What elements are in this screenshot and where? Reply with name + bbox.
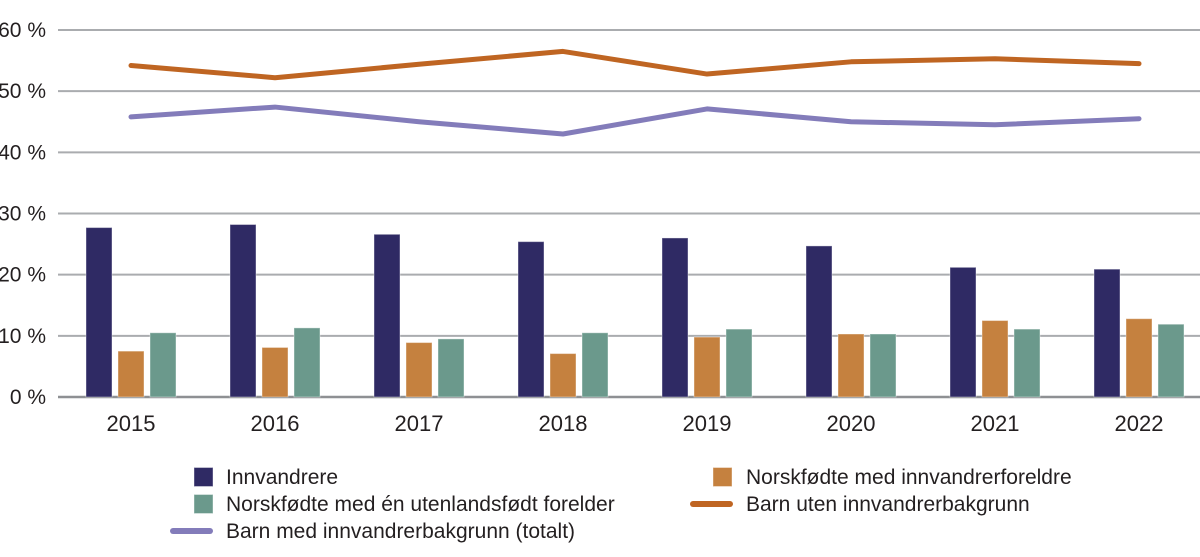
legend-label-norskf-dte-med-innvandrerforeldre: Norskfødte med innvandrerforeldre xyxy=(746,466,1072,489)
bar-innvandrere-2016 xyxy=(229,224,257,398)
bar-innvandrere-2021 xyxy=(949,266,977,398)
bar-innvandrere-2017 xyxy=(373,233,401,398)
x-tick-label-2019: 2019 xyxy=(683,411,732,436)
bar-norskf-dte-med-innvandrerforeldre-2019 xyxy=(693,336,721,398)
bar-norskf-dte-med-n-utenlandsf-dt-forelder-2020 xyxy=(869,333,897,398)
legend-line-barn-med-innvandrerbakgrunn-totalt xyxy=(170,528,213,534)
x-tick-label-2022: 2022 xyxy=(1115,411,1164,436)
x-tick-label-2017: 2017 xyxy=(395,411,444,436)
x-tick-label-2015: 2015 xyxy=(107,411,156,436)
y-tick-label-30: 30 % xyxy=(0,203,46,226)
y-tick-label-40: 40 % xyxy=(0,141,46,164)
bar-norskf-dte-med-n-utenlandsf-dt-forelder-2015 xyxy=(149,332,177,398)
y-tick-label-50: 50 % xyxy=(0,80,46,103)
bar-norskf-dte-med-n-utenlandsf-dt-forelder-2021 xyxy=(1013,328,1041,398)
legend-label-barn-med-innvandrerbakgrunn-totalt: Barn med innvandrerbakgrunn (totalt) xyxy=(226,520,575,543)
y-tick-label-0: 0 % xyxy=(10,386,46,409)
bar-norskf-dte-med-n-utenlandsf-dt-forelder-2018 xyxy=(581,332,609,398)
bar-innvandrere-2015 xyxy=(85,227,113,398)
legend-swatch-norskf-dte-med-innvandrerforeldre xyxy=(712,467,733,487)
legend-swatch-norskf-dte-med-n-utenlandsf-dt-forelder xyxy=(193,494,214,514)
line-barn-uten-innvandrerbakgrunn xyxy=(128,48,1142,81)
bar-norskf-dte-med-n-utenlandsf-dt-forelder-2017 xyxy=(437,338,465,398)
bar-innvandrere-2019 xyxy=(661,237,689,398)
bar-norskf-dte-med-innvandrerforeldre-2015 xyxy=(117,350,145,398)
bar-norskf-dte-med-innvandrerforeldre-2017 xyxy=(405,342,433,398)
line-barn-med-innvandrerbakgrunn-totalt xyxy=(128,104,1142,137)
bar-norskf-dte-med-innvandrerforeldre-2020 xyxy=(837,333,865,398)
legend-line-barn-uten-innvandrerbakgrunn xyxy=(690,501,733,507)
bar-innvandrere-2020 xyxy=(805,245,833,398)
bar-norskf-dte-med-innvandrerforeldre-2016 xyxy=(261,346,289,398)
x-tick-label-2018: 2018 xyxy=(539,411,588,436)
y-tick-label-60: 60 % xyxy=(0,19,46,42)
bar-norskf-dte-med-n-utenlandsf-dt-forelder-2022 xyxy=(1157,323,1185,398)
bar-norskf-dte-med-n-utenlandsf-dt-forelder-2019 xyxy=(725,328,753,398)
legend-label-norskf-dte-med-n-utenlandsf-dt-forelder: Norskfødte med én utenlandsfødt forelder xyxy=(226,493,615,516)
x-tick-label-2021: 2021 xyxy=(971,411,1020,436)
bar-norskf-dte-med-n-utenlandsf-dt-forelder-2016 xyxy=(293,327,321,398)
x-tick-label-2016: 2016 xyxy=(251,411,300,436)
legend-label-barn-uten-innvandrerbakgrunn: Barn uten innvandrerbakgrunn xyxy=(746,493,1030,516)
bar-norskf-dte-med-innvandrerforeldre-2021 xyxy=(981,320,1009,398)
bar-norskf-dte-med-innvandrerforeldre-2018 xyxy=(549,353,577,398)
bar-innvandrere-2022 xyxy=(1093,268,1121,398)
legend-swatch-innvandrere xyxy=(193,467,214,487)
bar-innvandrere-2018 xyxy=(517,241,545,398)
legend-label-innvandrere: Innvandrere xyxy=(226,466,338,489)
x-tick-label-2020: 2020 xyxy=(827,411,876,436)
y-tick-label-20: 20 % xyxy=(0,264,46,287)
bar-norskf-dte-med-innvandrerforeldre-2022 xyxy=(1125,318,1153,398)
y-tick-label-10: 10 % xyxy=(0,325,46,348)
